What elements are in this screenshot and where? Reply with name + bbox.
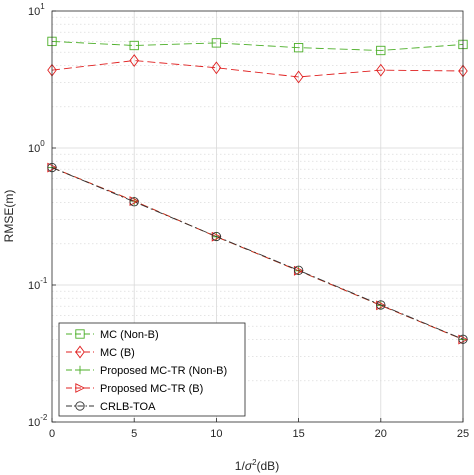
data-point — [293, 70, 304, 84]
y-tick-label: 101 — [28, 2, 45, 18]
x-tick-label: 20 — [375, 428, 387, 440]
x-axis-label: 1/σ2(dB) — [235, 458, 279, 473]
data-point — [293, 265, 304, 275]
series-group — [47, 36, 469, 345]
plot-frame — [51, 10, 464, 423]
data-point — [129, 54, 139, 67]
legend-label: Proposed MC-TR (B) — [100, 383, 203, 395]
y-axis-label: RMSE(m) — [2, 190, 16, 243]
legend-marker — [75, 329, 85, 339]
data-point — [211, 38, 222, 48]
legend-entry: MC (Non-B) — [66, 329, 159, 341]
series-line — [51, 40, 464, 51]
legend-entry: CRLB-TOA — [66, 401, 156, 413]
grid — [52, 11, 463, 422]
data-point — [376, 300, 386, 310]
legend-entry: MC (B) — [66, 345, 135, 359]
x-tick-label: 15 — [292, 428, 304, 440]
y-tick-label: 100 — [28, 139, 45, 155]
axis-ticks: 0 5 10 15 20 25 10-2 10-1 100 101 — [28, 2, 469, 440]
legend-box — [58, 322, 246, 417]
legend-label: CRLB-TOA — [100, 401, 156, 413]
data-point — [376, 45, 386, 56]
legend-marker — [75, 365, 85, 375]
data-point — [376, 63, 386, 77]
series-line — [51, 167, 464, 340]
x-tick-label: 10 — [210, 428, 222, 440]
data-point — [129, 197, 139, 207]
x-tick-label: 25 — [457, 428, 469, 440]
series-line — [51, 167, 464, 340]
y-tick-label: 10-1 — [28, 276, 48, 292]
data-point — [293, 43, 304, 53]
legend-marker — [75, 345, 85, 359]
legend-marker — [75, 401, 85, 411]
legend-label: MC (Non-B) — [100, 329, 159, 341]
legend-label: MC (B) — [100, 347, 135, 359]
legend-label: Proposed MC-TR (Non-B) — [100, 365, 227, 377]
x-tick-label: 5 — [131, 428, 137, 440]
legend-entry: Proposed MC-TR (B) — [66, 383, 203, 395]
y-tick-label: 10-2 — [28, 413, 48, 429]
data-point — [129, 40, 139, 51]
legend-entry: Proposed MC-TR (Non-B) — [66, 365, 227, 377]
data-point — [211, 61, 222, 75]
data-point — [211, 231, 222, 242]
series-line — [51, 60, 464, 78]
legend: MC (Non-B) MC (B) Proposed MC-TR (Non-B) Pr… — [58, 322, 246, 417]
legend-marker — [75, 383, 86, 393]
x-tick-label: 0 — [49, 428, 55, 440]
